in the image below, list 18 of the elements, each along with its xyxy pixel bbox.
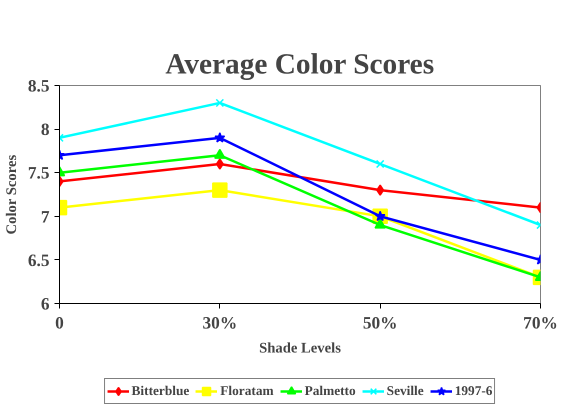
y-tick-label: 7 <box>40 207 50 226</box>
x-axis-title: Shade Levels <box>259 340 342 356</box>
y-tick-label: 8.5 <box>28 76 50 96</box>
y-tick-label: 6 <box>40 294 50 314</box>
legend-label: Seville <box>386 383 424 399</box>
chart-title: Average Color Scores <box>165 48 434 80</box>
x-tick-label: 50% <box>362 314 398 332</box>
legend-label: 1997-6 <box>454 383 492 399</box>
legend-label: Palmetto <box>304 383 356 399</box>
y-tick-label: 6.5 <box>28 250 50 270</box>
x-tick-label: 30% <box>202 314 238 332</box>
x-tick-label: 0 <box>55 314 64 332</box>
legend-label: Floratam <box>220 383 274 399</box>
y-tick-label: 8 <box>40 120 50 140</box>
legend-label: Bitterblue <box>132 383 190 399</box>
x-tick-label: 70% <box>523 314 558 332</box>
y-axis-title: Color Scores <box>4 154 20 234</box>
y-tick-label: 7.5 <box>28 164 50 183</box>
